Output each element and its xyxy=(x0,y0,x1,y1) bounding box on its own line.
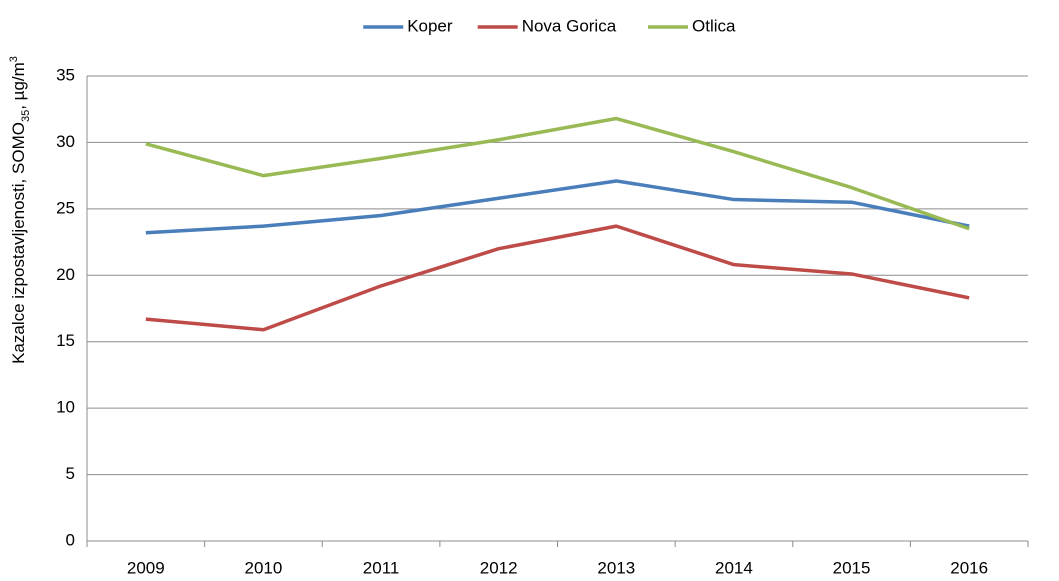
x-tick-label: 2015 xyxy=(833,558,871,577)
y-tick-label: 15 xyxy=(56,331,75,350)
legend-label: Nova Gorica xyxy=(522,16,617,35)
y-tick-label: 0 xyxy=(66,530,75,549)
y-axis-label-part: Kazalce izpostavljenosti, SOMO xyxy=(9,122,28,364)
x-tick-label: 2010 xyxy=(245,558,283,577)
y-tick-label: 5 xyxy=(66,464,75,483)
y-axis-label: Kazalce izpostavljenosti, SOMO35, µg/m3 xyxy=(8,56,32,364)
y-tick-label: 30 xyxy=(56,132,75,151)
y-tick-label: 10 xyxy=(56,398,75,417)
x-tick-label: 2011 xyxy=(363,558,400,577)
y-axis-label-part: 35 xyxy=(20,110,32,122)
legend-label: Otlica xyxy=(692,16,736,35)
series-line xyxy=(145,179,970,235)
y-tick-label: 20 xyxy=(56,265,75,284)
x-tick-label: 2012 xyxy=(480,558,518,577)
x-tick-label: 2009 xyxy=(127,558,165,577)
x-tick-label: 2013 xyxy=(597,558,635,577)
x-tick-label: 2016 xyxy=(950,558,988,577)
legend-label: Koper xyxy=(407,16,453,35)
y-tick-label: 25 xyxy=(56,198,75,217)
series-line xyxy=(145,224,970,332)
y-axis-label-part: 3 xyxy=(8,56,20,62)
y-tick-label: 35 xyxy=(56,65,75,84)
y-axis-label-part: , µg/m xyxy=(9,62,28,110)
series-line xyxy=(145,116,970,231)
x-tick-label: 2014 xyxy=(715,558,753,577)
